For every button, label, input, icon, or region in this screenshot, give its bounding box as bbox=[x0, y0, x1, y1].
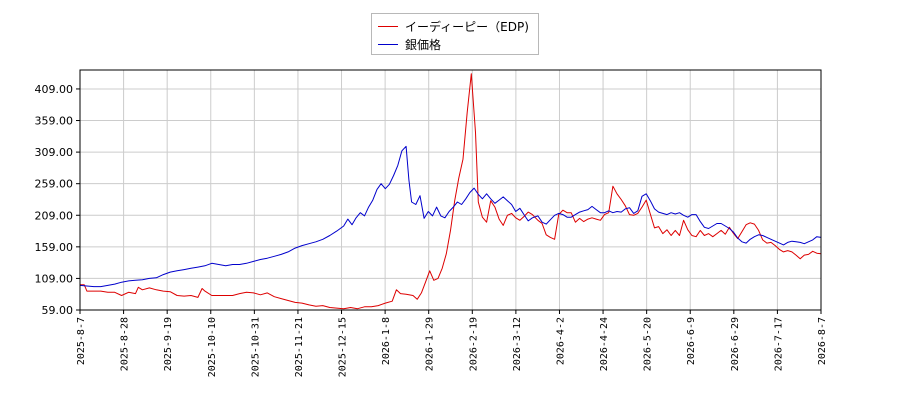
y-tick-label: 109.00 bbox=[35, 272, 74, 285]
legend-swatch-silver bbox=[378, 43, 398, 45]
y-tick-label: 159.00 bbox=[35, 241, 74, 254]
x-tick-label: 2026-8-7 bbox=[817, 317, 828, 365]
x-axis: 2025-8-7 2025-8-28 2025-9-19 2025-10-10 2025… bbox=[76, 310, 828, 377]
legend-label-edp: イーディーピー（EDP) bbox=[405, 19, 529, 34]
legend-label-silver: 銀価格 bbox=[405, 37, 442, 52]
x-tick-label: 2026-6-9 bbox=[686, 317, 697, 365]
x-tick-label: 2026-3-12 bbox=[512, 317, 523, 371]
x-tick-label: 2025-8-7 bbox=[76, 317, 87, 365]
x-tick-label: 2025-10-10 bbox=[207, 317, 218, 377]
y-tick-label: 259.00 bbox=[35, 178, 74, 191]
x-tick-label: 2025-9-19 bbox=[163, 317, 174, 371]
x-tick-label: 2025-8-28 bbox=[120, 317, 131, 371]
grid-lines bbox=[79, 70, 822, 311]
legend-item-silver: 銀価格 bbox=[378, 35, 441, 53]
legend-swatch-edp bbox=[378, 25, 398, 27]
y-tick-label: 59.00 bbox=[42, 304, 74, 317]
x-tick-label: 2026-2-19 bbox=[468, 317, 479, 371]
legend-item-edp: イーディーピー（EDP) bbox=[378, 17, 529, 35]
y-tick-label: 309.00 bbox=[35, 146, 74, 159]
y-tick-label: 209.00 bbox=[35, 209, 74, 222]
x-tick-label: 2026-4-24 bbox=[599, 317, 610, 371]
x-tick-label: 2026-1-29 bbox=[425, 317, 436, 371]
x-tick-label: 2026-6-29 bbox=[730, 317, 741, 371]
x-tick-label: 2026-7-17 bbox=[773, 317, 784, 371]
series-line-edp bbox=[80, 73, 822, 310]
series-lines bbox=[79, 73, 822, 310]
x-tick-label: 2025-10-31 bbox=[250, 317, 261, 377]
y-tick-label: 409.00 bbox=[35, 83, 74, 96]
plot-frame bbox=[79, 69, 822, 311]
x-tick-label: 2026-5-20 bbox=[643, 317, 654, 371]
y-axis: 59.00 109.00 159.00 209.00 259.00 309.00 359.0… bbox=[35, 83, 80, 317]
y-tick-label: 359.00 bbox=[35, 115, 74, 128]
legend: イーディーピー（EDP) 銀価格 bbox=[371, 13, 539, 55]
x-tick-label: 2026-4-2 bbox=[555, 317, 566, 365]
series-line-silver bbox=[79, 145, 822, 288]
x-tick-label: 2025-11-21 bbox=[294, 317, 305, 377]
x-tick-label: 2025-12-15 bbox=[338, 317, 349, 377]
x-tick-label: 2026-1-8 bbox=[381, 317, 392, 365]
